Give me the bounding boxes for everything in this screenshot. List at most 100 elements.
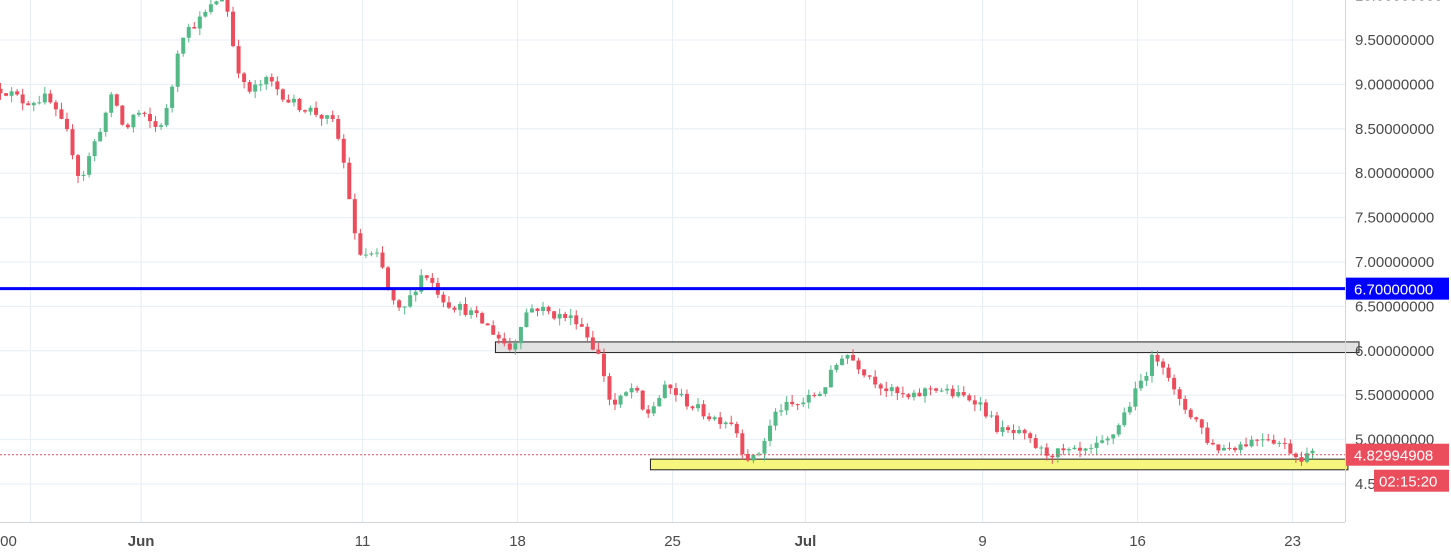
candle[interactable]: [828, 365, 833, 388]
candle[interactable]: [1288, 439, 1293, 454]
candle[interactable]: [253, 80, 258, 98]
candle[interactable]: [518, 326, 523, 350]
candle[interactable]: [1238, 441, 1243, 454]
candle[interactable]: [629, 383, 634, 399]
candle[interactable]: [862, 369, 867, 378]
candle[interactable]: [303, 109, 308, 114]
candle[interactable]: [186, 23, 191, 43]
candle[interactable]: [889, 384, 894, 397]
candle[interactable]: [1133, 381, 1138, 411]
candle[interactable]: [856, 357, 861, 375]
candle[interactable]: [374, 248, 379, 258]
candle[interactable]: [380, 246, 385, 269]
candle[interactable]: [1083, 447, 1088, 456]
candle[interactable]: [552, 310, 557, 321]
candle[interactable]: [341, 134, 346, 169]
candle[interactable]: [1105, 436, 1110, 446]
candle[interactable]: [729, 415, 734, 426]
candle[interactable]: [59, 102, 64, 120]
candle[interactable]: [37, 95, 42, 105]
candle[interactable]: [1310, 448, 1315, 459]
candle[interactable]: [1066, 447, 1071, 455]
candle[interactable]: [657, 395, 662, 407]
candle[interactable]: [1227, 442, 1232, 451]
candle[interactable]: [579, 317, 584, 327]
candle[interactable]: [413, 288, 418, 302]
candle[interactable]: [275, 76, 280, 96]
candle[interactable]: [319, 114, 324, 126]
candle[interactable]: [1221, 444, 1226, 451]
candle[interactable]: [1039, 445, 1044, 455]
candle[interactable]: [325, 114, 330, 125]
candle[interactable]: [635, 385, 640, 393]
candle[interactable]: [225, 0, 230, 17]
candle[interactable]: [613, 393, 618, 411]
candle[interactable]: [1055, 448, 1060, 463]
candle[interactable]: [646, 405, 651, 418]
candle[interactable]: [369, 251, 374, 257]
candle[interactable]: [197, 11, 202, 36]
candle[interactable]: [673, 383, 678, 402]
candle[interactable]: [978, 397, 983, 411]
candle[interactable]: [297, 97, 302, 113]
candle[interactable]: [950, 385, 955, 399]
candle[interactable]: [1127, 401, 1132, 415]
candle[interactable]: [336, 114, 341, 141]
candle[interactable]: [391, 288, 396, 305]
candle[interactable]: [64, 112, 69, 132]
candle[interactable]: [1011, 424, 1016, 440]
candle[interactable]: [269, 73, 274, 87]
candle[interactable]: [214, 0, 219, 6]
candle[interactable]: [458, 301, 463, 316]
candle[interactable]: [834, 363, 839, 373]
candle[interactable]: [823, 387, 828, 397]
candle[interactable]: [601, 348, 606, 382]
candle[interactable]: [718, 411, 723, 429]
candle[interactable]: [762, 437, 767, 461]
candle[interactable]: [972, 395, 977, 412]
candle[interactable]: [867, 375, 872, 380]
candle[interactable]: [20, 88, 25, 111]
candle[interactable]: [956, 385, 961, 398]
candle[interactable]: [98, 128, 103, 142]
candle[interactable]: [181, 37, 186, 57]
candle[interactable]: [236, 39, 241, 79]
candle[interactable]: [502, 332, 507, 347]
candle[interactable]: [352, 193, 357, 240]
candle[interactable]: [347, 157, 352, 200]
candle[interactable]: [928, 385, 933, 396]
candle[interactable]: [923, 387, 928, 403]
candle[interactable]: [983, 399, 988, 419]
candle[interactable]: [114, 93, 119, 107]
candle[interactable]: [568, 308, 573, 326]
candle[interactable]: [945, 384, 950, 395]
candle[interactable]: [1244, 437, 1249, 448]
candle[interactable]: [585, 323, 590, 343]
candle[interactable]: [756, 451, 761, 457]
candle[interactable]: [1138, 373, 1143, 391]
candle[interactable]: [817, 391, 822, 397]
candle[interactable]: [1144, 371, 1149, 386]
candle[interactable]: [524, 308, 529, 328]
candle[interactable]: [474, 306, 479, 318]
candle[interactable]: [1299, 451, 1304, 466]
candle[interactable]: [845, 354, 850, 364]
candle[interactable]: [751, 454, 756, 464]
candle[interactable]: [441, 291, 446, 308]
candle[interactable]: [485, 322, 490, 326]
candle[interactable]: [496, 331, 501, 344]
candle[interactable]: [563, 311, 568, 322]
candle[interactable]: [1006, 425, 1011, 433]
candle[interactable]: [507, 337, 512, 352]
candle[interactable]: [1100, 435, 1105, 444]
candle[interactable]: [9, 87, 14, 103]
candle[interactable]: [1111, 433, 1116, 445]
candle[interactable]: [76, 153, 81, 184]
candle[interactable]: [851, 349, 856, 361]
candle[interactable]: [1210, 439, 1215, 446]
candle[interactable]: [53, 99, 58, 117]
candle[interactable]: [1249, 435, 1254, 448]
candle[interactable]: [109, 91, 114, 118]
candle[interactable]: [1017, 425, 1022, 435]
